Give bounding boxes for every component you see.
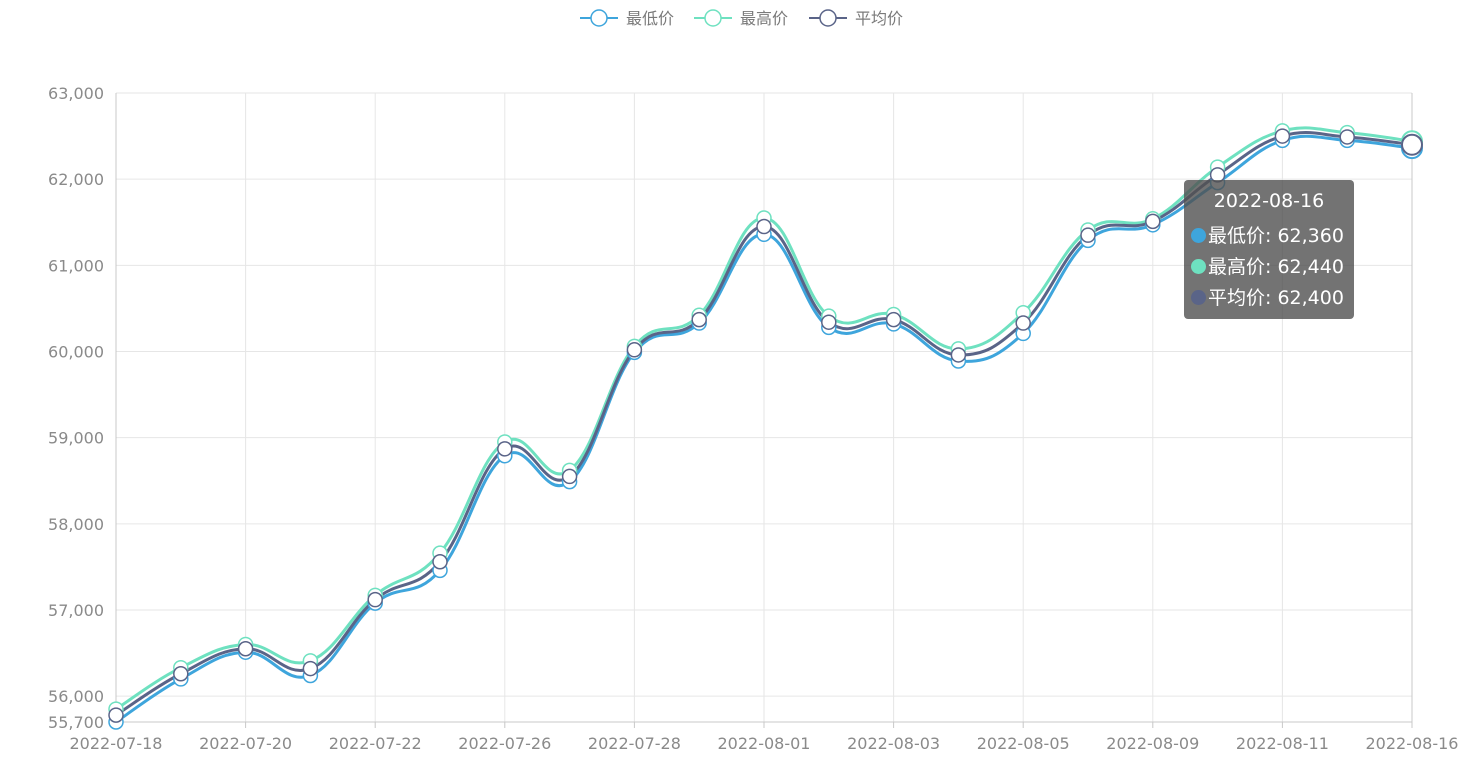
y-tick-label: 63,000 (48, 84, 104, 103)
data-point-avg[interactable] (1339, 129, 1355, 145)
y-tick-label: 56,000 (48, 687, 104, 706)
tooltip-dot-avg (1191, 290, 1206, 305)
data-point-avg[interactable] (108, 707, 124, 723)
y-tick-label: 55,700 (48, 713, 104, 732)
legend-item[interactable]: 最低价 (580, 9, 674, 28)
data-point-avg[interactable] (626, 342, 643, 358)
legend-label: 最低价 (626, 9, 674, 28)
data-point-avg[interactable] (950, 347, 967, 363)
x-tick-label: 2022-07-20 (199, 734, 292, 753)
data-point-avg[interactable] (1401, 133, 1423, 156)
legend-item[interactable]: 最高价 (694, 9, 788, 28)
data-point-avg[interactable] (367, 591, 383, 608)
tooltip-label-max: 最高价 (1208, 256, 1266, 278)
tooltip-dot-min (1191, 228, 1206, 243)
x-tick-label: 2022-08-09 (1106, 734, 1199, 753)
x-tick-label: 2022-07-22 (329, 734, 422, 753)
tooltip-date: 2022-08-16 (1213, 190, 1325, 212)
data-point-avg[interactable] (1145, 213, 1161, 230)
y-tick-label: 59,000 (48, 429, 104, 448)
x-tick-label: 2022-08-05 (977, 734, 1070, 753)
data-point-avg[interactable] (821, 314, 837, 330)
legend-label: 平均价 (855, 9, 903, 28)
y-tick-label: 57,000 (48, 601, 104, 620)
data-point-avg[interactable] (432, 553, 448, 570)
legend-marker (590, 9, 608, 27)
grid (116, 92, 1412, 722)
x-tick-label: 2022-07-26 (458, 734, 551, 753)
tooltip-value-avg: 62,400 (1277, 287, 1344, 309)
tooltip-dot-max (1191, 259, 1206, 274)
series-line-avg (115, 131, 1413, 717)
series-layer (108, 123, 1423, 730)
data-point-avg[interactable] (885, 311, 902, 328)
data-point-avg[interactable] (302, 660, 319, 677)
data-point-avg[interactable] (756, 218, 772, 235)
y-tick-label: 58,000 (48, 515, 104, 534)
tooltip-value-min: 62,360 (1277, 225, 1344, 247)
legend-marker (704, 9, 722, 27)
x-tick-label: 2022-08-03 (847, 734, 940, 753)
axes: 55,700 56,000 57,000 58,000 59,000 60,000 61,0… (48, 84, 1458, 753)
data-point-avg[interactable] (237, 641, 254, 657)
tooltip-label-min: 最低价 (1208, 225, 1266, 247)
data-point-avg[interactable] (1274, 128, 1291, 144)
series-line-min (115, 134, 1413, 724)
y-tick-label: 61,000 (48, 256, 104, 275)
tooltip-value-max: 62,440 (1277, 256, 1344, 278)
legend-label: 最高价 (740, 9, 788, 28)
legend: 最低价 最高价 平均价 (580, 9, 903, 28)
y-tick-label: 62,000 (48, 170, 104, 189)
tooltip-row-min: 最低价: 62,360 (1191, 221, 1354, 252)
x-tick-label: 2022-08-11 (1236, 734, 1329, 753)
legend-marker (819, 9, 837, 27)
x-tick-label: 2022-07-28 (588, 734, 681, 753)
x-tick-label: 2022-08-01 (718, 734, 811, 753)
y-tick-label: 60,000 (48, 342, 104, 361)
data-point-avg[interactable] (173, 665, 189, 682)
x-tick-label: 2022-07-18 (70, 734, 163, 753)
x-tick-label: 2022-08-16 (1366, 734, 1459, 753)
data-point-avg[interactable] (1015, 315, 1031, 331)
data-point-avg[interactable] (497, 441, 513, 457)
tooltip-row-max: 最高价: 62,440 (1191, 252, 1354, 283)
tooltip-row-avg: 平均价: 62,400 (1191, 283, 1354, 314)
tooltip: 2022-08-16 最低价: 62,360 最高价: 62,440 平均价: … (1184, 180, 1354, 319)
tooltip-label-avg: 平均价 (1208, 287, 1266, 309)
series-line-max (115, 126, 1413, 711)
data-point-avg[interactable] (1080, 227, 1096, 243)
legend-item[interactable]: 平均价 (809, 9, 903, 28)
data-point-avg[interactable] (561, 468, 578, 485)
data-point-avg[interactable] (691, 311, 707, 328)
